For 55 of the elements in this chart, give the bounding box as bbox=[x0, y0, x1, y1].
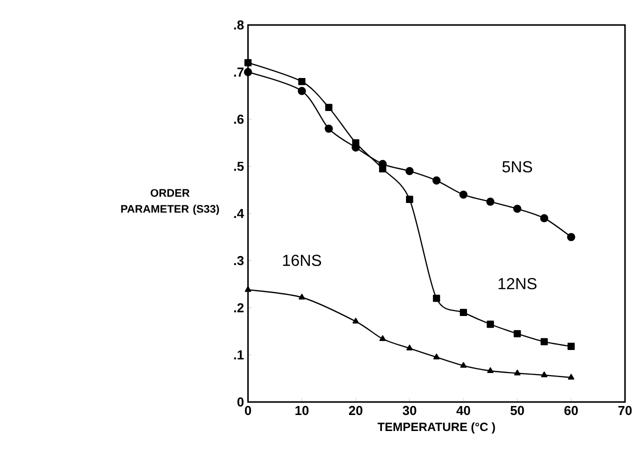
y-tick-label: .2 bbox=[234, 303, 244, 312]
y-tick-label: .6 bbox=[234, 114, 244, 124]
x-axis-title: TEMPERATURE (°C ) bbox=[378, 422, 495, 434]
x-tick-label: 0 bbox=[244, 406, 252, 416]
point bbox=[379, 335, 386, 341]
point bbox=[567, 232, 576, 242]
point bbox=[405, 167, 414, 176]
point bbox=[487, 367, 494, 373]
point bbox=[244, 68, 252, 76]
x-tick-label: 50 bbox=[510, 406, 524, 416]
point bbox=[244, 286, 252, 292]
point bbox=[486, 320, 494, 328]
point bbox=[352, 139, 360, 146]
point bbox=[459, 190, 468, 199]
y-tick-label: .4 bbox=[234, 209, 244, 218]
point bbox=[406, 196, 414, 203]
y-tick-label: .7 bbox=[234, 68, 244, 77]
point bbox=[352, 318, 359, 324]
point bbox=[460, 308, 468, 316]
point bbox=[486, 198, 494, 206]
series-label: 5NS bbox=[502, 161, 532, 172]
y-tick-label: .3 bbox=[234, 256, 244, 266]
y-axis-title: ORDER PARAMETER (S33) bbox=[121, 189, 219, 215]
point bbox=[432, 176, 441, 185]
point bbox=[568, 374, 574, 380]
point bbox=[513, 204, 522, 213]
point bbox=[540, 214, 548, 222]
series-label: 16NS bbox=[283, 254, 322, 266]
point bbox=[324, 124, 333, 133]
x-tick-label: 20 bbox=[348, 406, 362, 416]
point bbox=[541, 372, 548, 378]
x-tick-label: 60 bbox=[564, 406, 578, 416]
point bbox=[514, 370, 520, 376]
x-tick-label: 40 bbox=[456, 406, 470, 416]
point bbox=[433, 354, 440, 360]
point bbox=[460, 362, 467, 368]
x-tick-label: 30 bbox=[402, 406, 416, 416]
point bbox=[298, 78, 306, 86]
x-tick-label: 70 bbox=[618, 406, 632, 416]
text: 12NS bbox=[498, 278, 536, 290]
point bbox=[568, 342, 575, 350]
y-tick-label: 0 bbox=[237, 397, 244, 407]
point bbox=[379, 165, 386, 172]
point bbox=[244, 59, 252, 66]
point bbox=[514, 330, 521, 338]
point bbox=[540, 338, 548, 346]
point bbox=[298, 294, 306, 300]
point bbox=[406, 344, 413, 350]
y-tick-label: .8 bbox=[234, 20, 244, 30]
point bbox=[325, 104, 332, 112]
point bbox=[298, 86, 306, 96]
point bbox=[432, 294, 440, 302]
y-tick-label: .1 bbox=[234, 350, 244, 360]
y-tick-label: .5 bbox=[234, 162, 244, 171]
x-tick-label: 10 bbox=[295, 406, 309, 416]
